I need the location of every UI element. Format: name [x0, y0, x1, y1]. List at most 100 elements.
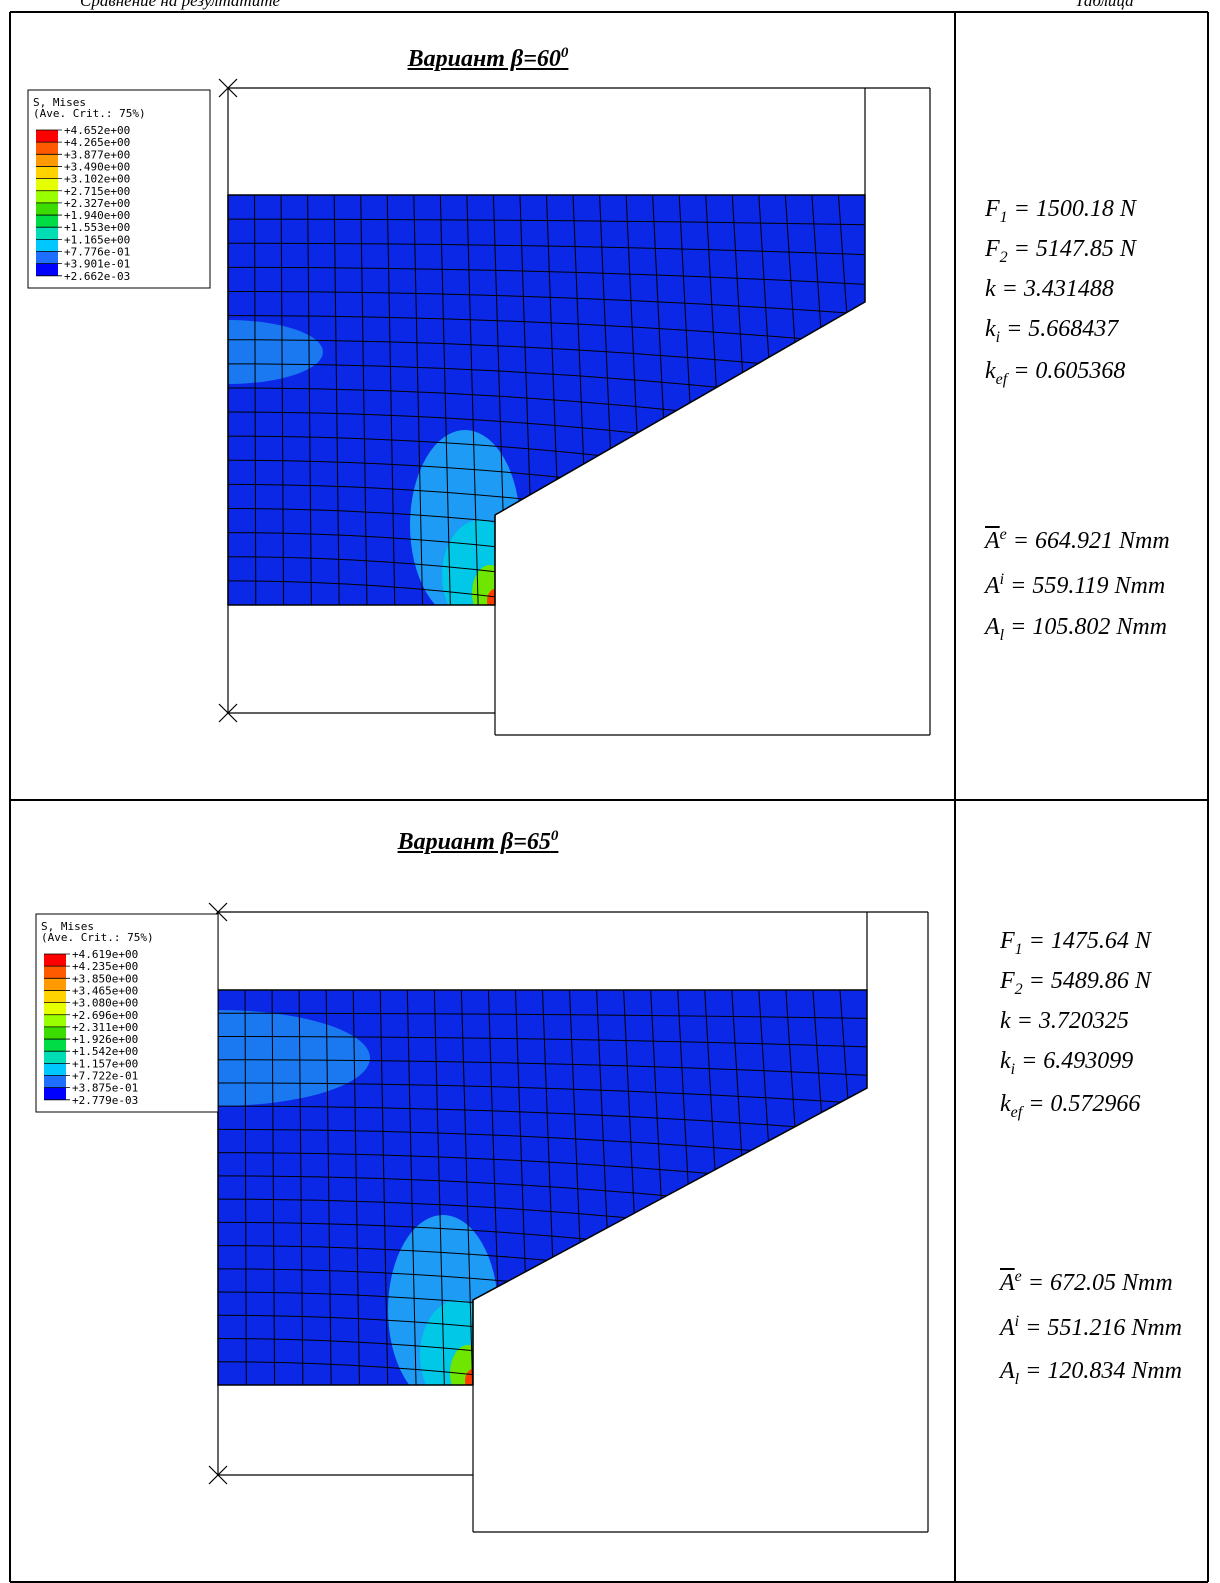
formula-value: = 1475.64 N — [1023, 928, 1151, 954]
legend-swatch — [44, 1027, 66, 1039]
formula-symbol: A — [985, 573, 1000, 599]
formula-value: = 5.668437 — [1000, 316, 1118, 342]
formula: k = 3.720325 — [1000, 1008, 1129, 1035]
legend-value: +1.553e+00 — [64, 221, 130, 234]
header-right: Таблица — [1075, 0, 1134, 11]
legend-value: +2.696e+00 — [72, 1009, 138, 1022]
legend-value: +4.265e+00 — [64, 136, 130, 149]
formula-symbol: F — [1000, 968, 1015, 994]
legend-value: +3.465e+00 — [72, 984, 138, 997]
formula: Ai = 551.216 Nmm — [1000, 1313, 1182, 1342]
variant-title: Вариант β=600 — [408, 45, 569, 73]
legend-value: +7.776e-01 — [64, 246, 130, 259]
formula-value: = 0.605368 — [1007, 358, 1125, 384]
legend-swatch — [44, 978, 66, 990]
page: S, Mises(Ave. Crit.: 75%)+4.652e+00+4.26… — [0, 0, 1220, 1583]
legend-value: +3.490e+00 — [64, 160, 130, 173]
formula-sup: e — [1000, 526, 1007, 543]
legend-swatch — [36, 252, 58, 264]
formula-value: = 551.216 Nmm — [1019, 1315, 1182, 1341]
legend-swatch — [36, 264, 58, 276]
legend-value: +3.875e-01 — [72, 1082, 138, 1095]
formula-value: = 105.802 Nmm — [1004, 614, 1167, 640]
legend-swatch — [36, 142, 58, 154]
formula-value: = 5147.85 N — [1008, 236, 1136, 262]
title-sup: 0 — [561, 45, 569, 61]
legend-subtitle: (Ave. Crit.: 75%) — [41, 931, 154, 944]
formula-symbol: k — [985, 316, 996, 342]
formula-value: = 5489.86 N — [1023, 968, 1151, 994]
legend-swatch — [36, 179, 58, 191]
legend-value: +2.779e-03 — [72, 1094, 138, 1107]
formula: Al = 120.834 Nmm — [1000, 1358, 1182, 1389]
formula-symbol: A — [1000, 1270, 1015, 1296]
legend-value: +3.877e+00 — [64, 148, 130, 161]
formula-value: = 559.119 Nmm — [1004, 573, 1165, 599]
legend-swatch — [44, 1076, 66, 1088]
legend-swatch — [44, 1003, 66, 1015]
legend-swatch — [36, 215, 58, 227]
formula: F2 = 5147.85 N — [985, 236, 1136, 267]
formula-value: = 672.05 Nmm — [1022, 1270, 1173, 1296]
formula-value: = 664.921 Nmm — [1007, 528, 1170, 554]
legend-swatch — [44, 1063, 66, 1075]
formula-symbol: A — [1000, 1315, 1015, 1341]
legend-value: +4.619e+00 — [72, 948, 138, 961]
formula-symbol: k — [985, 358, 996, 384]
legend-swatch — [36, 191, 58, 203]
legend-value: +3.080e+00 — [72, 997, 138, 1010]
formula-symbol: A — [985, 528, 1000, 554]
formula: Al = 105.802 Nmm — [985, 614, 1167, 645]
legend-value: +2.715e+00 — [64, 185, 130, 198]
formula-sub: 2 — [1015, 981, 1023, 998]
legend-swatch — [36, 130, 58, 142]
legend-value: +4.652e+00 — [64, 124, 130, 137]
formula-symbol: F — [1000, 928, 1015, 954]
legend-swatch — [36, 227, 58, 239]
formula-symbol: A — [985, 614, 1000, 640]
formula-symbol: k — [985, 276, 996, 302]
formula-symbol: F — [985, 236, 1000, 262]
legend-value: +2.311e+00 — [72, 1021, 138, 1034]
formula-value: = 0.572966 — [1022, 1091, 1140, 1117]
header-left: Сравнение на резултатите — [80, 0, 280, 11]
legend-swatch — [44, 1088, 66, 1100]
formula-value: = 1500.18 N — [1008, 196, 1136, 222]
formula: F2 = 5489.86 N — [1000, 968, 1151, 999]
legend-value: +4.235e+00 — [72, 960, 138, 973]
legend-swatch — [44, 954, 66, 966]
legend-value: +1.926e+00 — [72, 1033, 138, 1046]
formula: Ae = 664.921 Nmm — [985, 526, 1170, 555]
legend-value: +3.102e+00 — [64, 173, 130, 186]
legend-swatch — [44, 990, 66, 1002]
formula-sub: ef — [996, 371, 1008, 388]
formula-value: = 3.431488 — [996, 276, 1114, 302]
legend-value: +7.722e-01 — [72, 1070, 138, 1083]
legend-swatch — [36, 203, 58, 215]
formula-symbol: k — [1000, 1091, 1011, 1117]
legend-value: +3.850e+00 — [72, 972, 138, 985]
legend-value: +1.157e+00 — [72, 1057, 138, 1070]
legend-swatch — [36, 166, 58, 178]
model-region — [228, 195, 865, 605]
legend-value: +2.662e-03 — [64, 270, 130, 283]
formula: F1 = 1500.18 N — [985, 196, 1136, 227]
formula-value: = 6.493099 — [1015, 1048, 1133, 1074]
legend-value: +3.901e-01 — [64, 258, 130, 271]
formula-sub: ef — [1011, 1104, 1023, 1121]
legend-swatch — [44, 1051, 66, 1063]
formula-sub: 1 — [1015, 941, 1023, 958]
legend-swatch — [44, 966, 66, 978]
legend-swatch — [44, 1015, 66, 1027]
formula-value: = 3.720325 — [1011, 1008, 1129, 1034]
formula-symbol: k — [1000, 1008, 1011, 1034]
legend-value: +1.165e+00 — [64, 233, 130, 246]
formula: F1 = 1475.64 N — [1000, 928, 1151, 959]
formula: Ai = 559.119 Nmm — [985, 571, 1165, 600]
legend-subtitle: (Ave. Crit.: 75%) — [33, 107, 146, 120]
formula-symbol: A — [1000, 1358, 1015, 1384]
legend-swatch — [36, 154, 58, 166]
variant-title: Вариант β=650 — [398, 828, 559, 856]
formula: kef = 0.572966 — [1000, 1091, 1140, 1122]
formula-symbol: F — [985, 196, 1000, 222]
